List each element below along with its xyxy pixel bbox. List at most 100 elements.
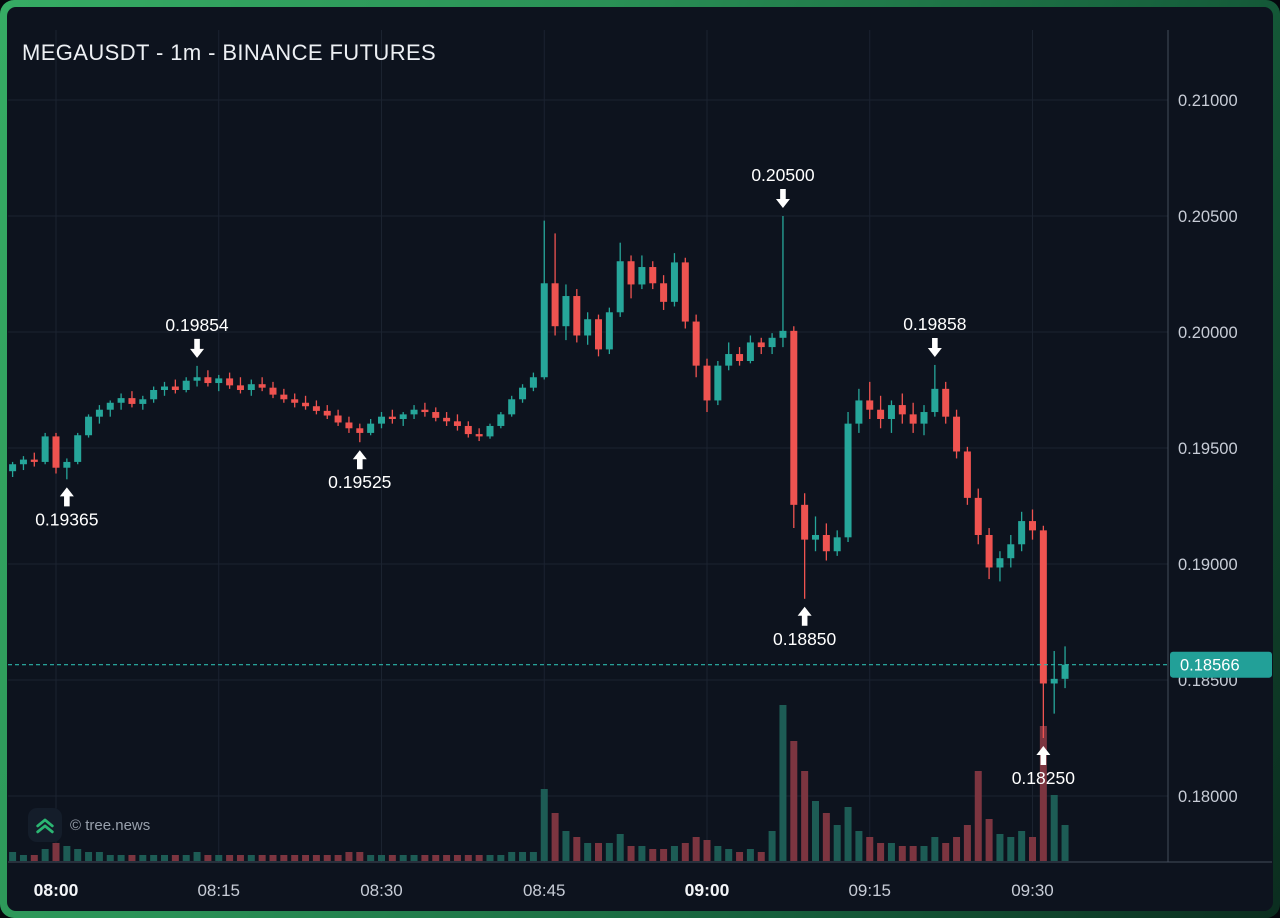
candle-body <box>1050 678 1058 684</box>
candle-body <box>367 423 375 433</box>
candle-body <box>161 386 168 390</box>
candle-body <box>334 415 342 423</box>
candle-body <box>345 422 353 429</box>
candle-body <box>953 416 961 452</box>
candle-body <box>909 414 917 424</box>
candle-body <box>117 398 125 403</box>
candle-body <box>63 461 71 468</box>
volume-bar <box>931 837 939 861</box>
candle-body <box>812 535 819 540</box>
candle-body <box>486 425 494 437</box>
candle-body <box>312 406 320 411</box>
candle-body <box>833 537 841 552</box>
volume-bar <box>768 831 776 861</box>
price-axis-label: 0.19500 <box>1178 440 1238 458</box>
candle-body <box>193 377 201 381</box>
candle-body <box>790 330 798 505</box>
volume-bar <box>616 834 624 861</box>
candle-body <box>1018 521 1026 545</box>
arrow-down-icon <box>190 338 205 358</box>
candle-body <box>291 399 299 403</box>
volume-bar <box>866 837 874 861</box>
volume-bar <box>19 855 27 861</box>
candle-body <box>660 283 668 302</box>
candle-body <box>302 402 310 407</box>
candle-body <box>584 319 592 336</box>
volume-bar <box>692 837 700 861</box>
volume-bar <box>833 825 841 861</box>
candle-body <box>519 387 527 400</box>
candle-body <box>855 400 863 424</box>
volume-bar <box>236 855 244 861</box>
candle-body <box>497 414 505 426</box>
volume-bar <box>801 771 809 861</box>
volume-bar <box>1061 825 1069 861</box>
candle-body <box>638 267 646 285</box>
volume-bar <box>204 855 212 861</box>
volume-bar <box>41 849 49 861</box>
volume-bar <box>432 855 440 861</box>
volume-bar <box>844 807 852 861</box>
candle-body <box>421 409 429 413</box>
candle-body <box>714 365 722 401</box>
volume-bar <box>551 813 559 861</box>
candle-body <box>204 377 212 384</box>
arrow-up-icon <box>59 487 74 507</box>
candle-body <box>931 388 939 413</box>
candle-body <box>399 414 407 419</box>
volume-bar <box>974 771 982 861</box>
volume-bar <box>182 855 190 861</box>
volume-bar <box>30 855 38 861</box>
volume-bar <box>345 852 353 861</box>
price-axis-label: 0.19000 <box>1178 556 1238 574</box>
candle-body <box>703 365 711 401</box>
volume-bar <box>128 855 136 861</box>
volume-bar <box>52 843 60 861</box>
volume-bar <box>996 834 1004 861</box>
volume-bar <box>258 855 266 861</box>
volume-bar <box>367 855 375 861</box>
volume-bar <box>95 852 103 861</box>
time-axis-label: 08:45 <box>523 881 566 900</box>
time-axis-label: 08:15 <box>197 881 240 900</box>
candle-body <box>443 417 451 422</box>
volume-bar <box>670 846 678 861</box>
volume-bar <box>855 831 863 861</box>
volume-bar <box>1029 837 1036 861</box>
volume-bar <box>562 831 570 861</box>
volume-bar <box>584 843 592 861</box>
volume-bar <box>1018 831 1026 861</box>
volume-bar <box>399 855 407 861</box>
candle-body <box>963 451 971 498</box>
time-axis-label: 08:00 <box>34 880 79 900</box>
price-axis-label: 0.21000 <box>1178 92 1238 110</box>
volume-bar <box>529 852 537 861</box>
candle-body <box>887 405 895 419</box>
candle-body <box>866 400 874 410</box>
volume-bar <box>909 846 917 861</box>
candle-body <box>757 342 765 348</box>
price-annotation-label: 0.19854 <box>165 315 229 335</box>
candle-body <box>9 464 17 472</box>
volume-bar <box>887 843 895 861</box>
price-annotation-label: 0.18850 <box>773 629 837 649</box>
candle-body <box>182 380 190 390</box>
chart-title: MEGAUSDT - 1m - BINANCE FUTURES <box>22 40 437 65</box>
volume-bar <box>638 846 646 861</box>
volume-bar <box>312 855 320 861</box>
chart-panel-background <box>7 7 1273 911</box>
candle-body <box>844 423 852 538</box>
candle-body <box>529 377 537 388</box>
volume-bar <box>942 843 950 861</box>
volume-bar <box>9 852 17 861</box>
candle-body <box>226 378 234 386</box>
arrow-up-icon <box>1036 746 1051 765</box>
candle-body <box>736 354 744 361</box>
volume-bar <box>74 849 82 861</box>
time-axis-label: 08:30 <box>360 881 403 900</box>
candle-body <box>692 321 700 366</box>
watermark-link[interactable]: © tree.news <box>28 808 150 842</box>
volume-bar <box>605 843 613 861</box>
arrow-up-icon <box>797 606 812 626</box>
